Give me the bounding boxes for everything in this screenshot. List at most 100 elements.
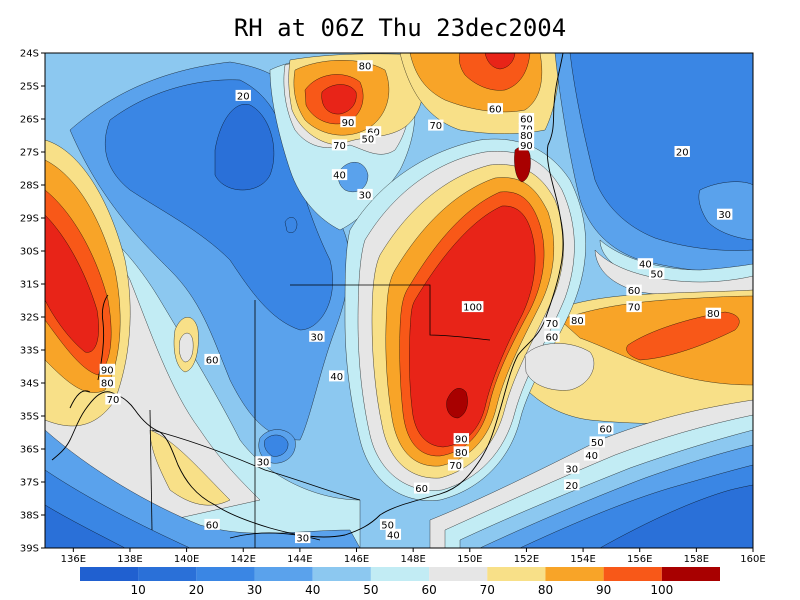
- x-tick-label: 156E: [627, 554, 652, 565]
- contour-label-text: 40: [387, 530, 400, 541]
- contour-label-text: 90: [455, 435, 468, 446]
- contour-label-text: 80: [571, 316, 584, 327]
- rh-band-100-up-central: [409, 205, 536, 448]
- contour-label-bg: [357, 60, 373, 72]
- contour-label-bg: [649, 268, 665, 280]
- contour-label: 60: [413, 482, 430, 495]
- rh-band-100-up-north: [321, 84, 357, 115]
- contour-label-text: 70: [628, 303, 641, 314]
- colorbar-swatch: [312, 567, 371, 581]
- coastline-gulf: [97, 294, 109, 381]
- y-tick-label: 39S: [20, 544, 39, 555]
- contour-label: 70: [331, 139, 348, 152]
- contour-label: 90: [99, 363, 116, 376]
- contour-label-text: 80: [520, 131, 533, 142]
- contour-label-bg: [626, 284, 642, 296]
- contour-label-text: 90: [520, 141, 533, 152]
- contour-label: 90: [340, 116, 356, 129]
- contour-label-text: 40: [333, 171, 346, 182]
- contour-label-text: 70: [429, 121, 442, 132]
- contour-label-text: 30: [296, 534, 309, 545]
- contour-label-text: 30: [257, 458, 270, 469]
- colorbar-label: 30: [247, 583, 262, 597]
- contour-label-bg: [674, 146, 690, 157]
- contour-label-text: 60: [206, 355, 219, 366]
- contour-label: 20: [674, 146, 690, 159]
- colorbar-swatch: [545, 567, 604, 581]
- x-tick-label: 144E: [287, 554, 312, 565]
- contour-label-text: 40: [585, 451, 598, 462]
- contour-label: 70: [105, 393, 121, 406]
- contour-label-text: 40: [639, 260, 652, 271]
- y-tick-label: 29S: [20, 214, 39, 225]
- contour-label: 70: [544, 317, 560, 330]
- colorbar-label: 20: [189, 583, 204, 597]
- contour-label-text: 20: [676, 148, 689, 159]
- contour-label: 70: [428, 119, 444, 132]
- contour-label-bg: [453, 446, 470, 458]
- contour-label: 50: [360, 132, 376, 145]
- contour-label-text: 100: [463, 303, 482, 314]
- contour-label-bg: [360, 132, 376, 144]
- contour-label-bg: [365, 126, 382, 138]
- colorbar-swatch: [661, 567, 720, 581]
- contour-label-text: 70: [107, 395, 120, 406]
- contour-label-bg: [716, 208, 733, 220]
- contour-label: 80: [569, 314, 586, 327]
- contour-label: 60: [518, 113, 535, 126]
- y-tick-label: 33S: [20, 346, 39, 357]
- contour-label-bg: [331, 139, 348, 151]
- y-tick-label: 37S: [20, 478, 39, 489]
- contour-label-bg: [105, 393, 121, 405]
- contour-label-bg: [589, 436, 605, 448]
- y-tick-label: 25S: [20, 82, 39, 93]
- colorbar-swatch: [80, 567, 139, 581]
- x-tick-label: 154E: [570, 554, 595, 565]
- contour-label: 60: [204, 518, 220, 531]
- contour-label-text: 60: [415, 484, 428, 495]
- contour-label: 50: [379, 518, 396, 531]
- contour-label-text: 50: [591, 438, 604, 449]
- contour-label-bg: [544, 330, 560, 342]
- contour-label-bg: [518, 139, 535, 151]
- x-tick-label: 140E: [174, 554, 199, 565]
- x-tick-label: 152E: [514, 554, 539, 565]
- coastline-peninsula: [69, 390, 91, 409]
- contour-label-text: 90: [101, 365, 114, 376]
- contour-label: 30: [716, 208, 733, 221]
- contour-label: 70: [447, 459, 464, 472]
- contour-label-text: 80: [101, 379, 114, 390]
- colorbar-swatch: [487, 567, 546, 581]
- contour-label-text: 30: [311, 332, 324, 343]
- contour-label: 30: [357, 188, 373, 201]
- rh-band-20-30: [104, 79, 333, 331]
- y-tick-label: 28S: [20, 181, 39, 192]
- contour-label-text: 30: [359, 190, 372, 201]
- colorbar-label: 70: [480, 583, 495, 597]
- contour-label-bg: [626, 301, 642, 313]
- contour-label-text: 70: [546, 319, 559, 330]
- contour-label: 40: [331, 169, 348, 182]
- contour-label-bg: [331, 169, 348, 181]
- rh-band-20-30-sw: [264, 434, 289, 457]
- contour-label-bg: [295, 532, 311, 544]
- contour-label: 100: [461, 301, 484, 314]
- y-tick-label: 26S: [20, 115, 39, 126]
- contour-label: 80: [453, 446, 470, 459]
- y-tick-label: 30S: [20, 247, 39, 258]
- colorbar: 10 20 30 40 50 60 70 80 90 100: [80, 567, 720, 597]
- rh-band-60-70-se-blob: [524, 343, 595, 391]
- colorbar-swatch: [254, 567, 313, 581]
- contour-label: 60: [204, 353, 220, 366]
- rh-band-90-100-east: [626, 311, 740, 361]
- contour-label: 60: [598, 423, 614, 436]
- contour-label-bg: [569, 314, 586, 326]
- contour-label-bg: [255, 456, 271, 468]
- colorbar-label: 40: [305, 583, 320, 597]
- contour-label-text: 20: [237, 91, 250, 102]
- state-border-1: [149, 409, 153, 531]
- x-tick-label: 150E: [457, 554, 482, 565]
- x-tick-label: 138E: [117, 554, 142, 565]
- contour-label-text: 60: [489, 105, 502, 116]
- contour-label: 60: [626, 284, 642, 297]
